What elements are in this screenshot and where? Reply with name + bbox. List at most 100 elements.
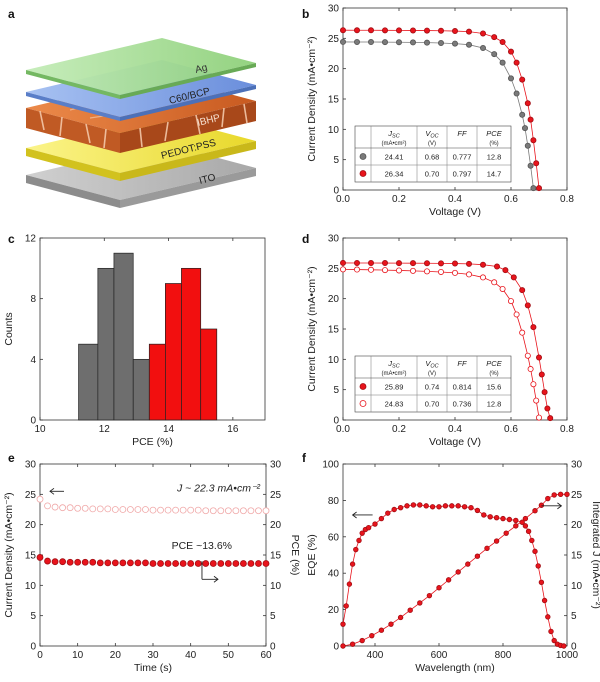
stability-point bbox=[179, 560, 187, 567]
y-tick-label: 25 bbox=[25, 490, 37, 501]
y-tick-label: 5 bbox=[30, 611, 36, 622]
jv-point bbox=[519, 329, 526, 336]
x-tick-label: 1000 bbox=[556, 650, 579, 661]
eqe-point bbox=[455, 569, 461, 575]
table-header: VOC bbox=[425, 359, 438, 370]
table-row-marker bbox=[359, 153, 367, 160]
x-tick-label: 0.6 bbox=[504, 424, 518, 435]
stability-point bbox=[36, 495, 44, 503]
histogram-bar bbox=[78, 343, 99, 421]
jv-point bbox=[353, 259, 360, 266]
stability-point bbox=[209, 560, 217, 567]
layer-label-ag: Ag bbox=[194, 62, 209, 76]
left-arrow-head-icon bbox=[49, 487, 55, 495]
jv-point bbox=[499, 285, 506, 292]
jv-point bbox=[395, 39, 402, 46]
eqe-point bbox=[513, 523, 519, 529]
jv-point bbox=[513, 311, 520, 318]
jv-point bbox=[437, 260, 444, 267]
y-tick-label: 0 bbox=[30, 642, 36, 653]
x-tick-label: 0.2 bbox=[392, 194, 406, 205]
x-tick-label: 14 bbox=[163, 424, 175, 435]
stability-point bbox=[134, 506, 142, 513]
jv-point bbox=[507, 75, 514, 82]
eqe-point bbox=[349, 641, 356, 647]
y-right-tick-label: 10 bbox=[270, 581, 282, 592]
y-right-axis-label: Integrated J (mA•cm⁻²) bbox=[590, 501, 600, 609]
panel-letter-e: e bbox=[8, 451, 15, 465]
stability-point bbox=[149, 506, 157, 514]
jv-point bbox=[513, 90, 520, 97]
eqe-point bbox=[404, 503, 410, 509]
right-arrow-head-icon bbox=[213, 575, 219, 583]
eqe-series-0 bbox=[340, 502, 567, 649]
x-tick-label: 800 bbox=[495, 650, 512, 661]
eqe-point bbox=[378, 515, 385, 522]
eqe-point bbox=[551, 492, 557, 498]
stability-point bbox=[36, 554, 44, 561]
eqe-point bbox=[481, 512, 487, 518]
x-tick-label: 0.4 bbox=[448, 194, 462, 205]
table-cell: 24.41 bbox=[385, 153, 404, 162]
stability-point bbox=[209, 507, 217, 515]
eqe-point bbox=[417, 600, 423, 606]
y-tick-label: 100 bbox=[322, 460, 339, 471]
eqe-point bbox=[455, 503, 461, 509]
stability-point bbox=[126, 559, 134, 567]
eqe-point bbox=[407, 607, 413, 613]
table-row-marker bbox=[359, 400, 367, 407]
jv-point bbox=[524, 352, 531, 359]
stability-point bbox=[255, 560, 262, 567]
jv-point bbox=[437, 268, 444, 275]
stability-point bbox=[81, 504, 89, 512]
y-right-tick-label: 30 bbox=[270, 460, 282, 471]
stability-point bbox=[142, 506, 149, 513]
y-right-axis-label: PCE (%) bbox=[289, 535, 301, 576]
jv-chart-b: 0.0 0.2 0.4 0.6 0.8 0 5 10 15 20 25 30 Voltage (V) Cu… bbox=[306, 4, 574, 219]
eqe-point bbox=[391, 506, 397, 513]
jv-point bbox=[502, 267, 509, 274]
jv-point bbox=[544, 405, 551, 412]
eqe-point bbox=[397, 614, 404, 621]
table-cell: 0.814 bbox=[453, 383, 472, 392]
jv-point bbox=[395, 260, 402, 267]
y-axis-label: EQE (%) bbox=[306, 534, 318, 575]
stability-point bbox=[232, 507, 240, 515]
stability-point bbox=[104, 505, 112, 513]
eqe-point bbox=[359, 637, 365, 644]
x-axis-label: Time (s) bbox=[134, 662, 172, 674]
eqe-point bbox=[541, 597, 548, 604]
histogram-bar bbox=[97, 267, 115, 421]
histogram-bar bbox=[200, 328, 218, 421]
y-axis-label: Counts bbox=[3, 312, 15, 345]
jv-point bbox=[479, 30, 486, 37]
eqe-series-1 bbox=[340, 491, 570, 649]
histogram-bar bbox=[113, 252, 134, 421]
table-header-unit: (mA•cm²) bbox=[381, 141, 406, 147]
y-tick-label: 0 bbox=[333, 642, 339, 653]
table-header: JSC bbox=[387, 359, 399, 370]
jv-point bbox=[527, 116, 534, 123]
stability-point bbox=[194, 506, 202, 514]
x-axis-label: Wavelength (nm) bbox=[415, 662, 495, 674]
stability-series-0 bbox=[36, 495, 270, 515]
table-cell: 12.8 bbox=[487, 153, 502, 162]
eqe-point bbox=[353, 546, 359, 553]
table-header-main: FF bbox=[457, 129, 467, 138]
table-cell: 15.6 bbox=[487, 383, 502, 392]
eqe-point bbox=[522, 523, 529, 529]
table-cell: 0.70 bbox=[425, 170, 440, 179]
stability-point bbox=[194, 560, 202, 567]
stability-point bbox=[111, 559, 119, 567]
jv-point bbox=[367, 266, 374, 273]
y-tick-label: 0 bbox=[333, 416, 339, 427]
x-tick-label: 600 bbox=[431, 650, 448, 661]
eqe-point bbox=[388, 621, 394, 627]
table-header-main: J bbox=[387, 359, 392, 368]
jv-point bbox=[536, 354, 543, 361]
x-tick-label: 60 bbox=[260, 650, 272, 661]
eqe-point bbox=[561, 643, 567, 649]
jv-table bbox=[354, 125, 512, 183]
stability-point bbox=[66, 504, 74, 512]
eqe-point bbox=[564, 491, 570, 498]
